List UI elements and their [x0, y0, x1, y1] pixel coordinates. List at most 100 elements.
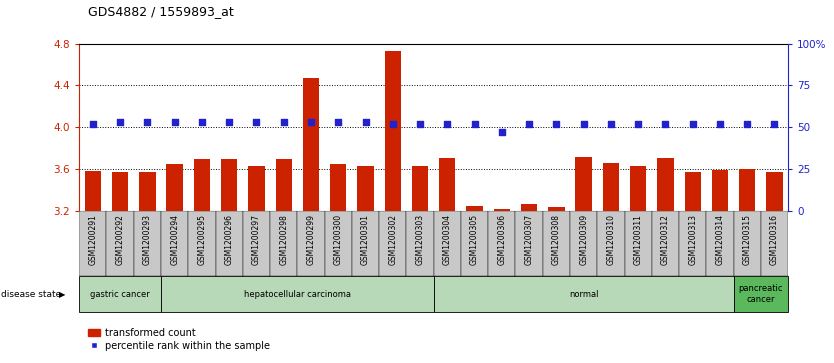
Point — [495, 129, 509, 135]
Bar — [434, 211, 461, 276]
Text: GSM1200313: GSM1200313 — [688, 214, 697, 265]
Bar — [161, 211, 188, 276]
Point — [522, 121, 535, 127]
Bar — [412, 166, 428, 211]
Bar — [406, 211, 434, 276]
Bar — [243, 44, 270, 211]
Point — [141, 119, 154, 125]
Point — [686, 121, 700, 127]
Text: GSM1200291: GSM1200291 — [88, 214, 98, 265]
Point — [577, 121, 590, 127]
Bar — [298, 211, 324, 276]
Text: GSM1200315: GSM1200315 — [743, 214, 751, 265]
Point — [168, 119, 181, 125]
Bar — [466, 206, 483, 211]
Bar — [79, 44, 107, 211]
Text: GSM1200296: GSM1200296 — [224, 214, 234, 265]
Bar — [488, 211, 515, 276]
Text: hepatocellular carcinoma: hepatocellular carcinoma — [244, 290, 351, 298]
Bar — [161, 44, 188, 211]
Text: normal: normal — [569, 290, 598, 298]
Text: pancreatic
cancer: pancreatic cancer — [739, 284, 783, 304]
Bar — [107, 44, 133, 211]
Bar — [352, 44, 379, 211]
Text: GSM1200297: GSM1200297 — [252, 214, 261, 265]
Bar — [515, 44, 543, 211]
Bar — [330, 164, 346, 211]
Bar — [570, 211, 597, 276]
Text: GSM1200292: GSM1200292 — [116, 214, 124, 265]
Text: GSM1200312: GSM1200312 — [661, 214, 670, 265]
Bar — [625, 211, 652, 276]
Text: GSM1200303: GSM1200303 — [415, 214, 425, 265]
Text: GSM1200311: GSM1200311 — [634, 214, 643, 265]
Bar — [706, 211, 734, 276]
Text: GSM1200316: GSM1200316 — [770, 214, 779, 265]
Text: GSM1200307: GSM1200307 — [525, 214, 534, 265]
Text: GSM1200308: GSM1200308 — [552, 214, 561, 265]
Bar — [352, 211, 379, 276]
Bar — [679, 211, 706, 276]
Text: GSM1200301: GSM1200301 — [361, 214, 370, 265]
Bar — [298, 44, 324, 211]
Point — [332, 119, 345, 125]
Bar — [303, 78, 319, 211]
Point — [304, 119, 318, 125]
Bar — [625, 44, 652, 211]
Text: GSM1200299: GSM1200299 — [306, 214, 315, 265]
Text: GSM1200302: GSM1200302 — [389, 214, 397, 265]
Bar — [133, 211, 161, 276]
Bar — [685, 172, 701, 211]
Bar — [652, 211, 679, 276]
Bar — [766, 172, 782, 211]
Legend: transformed count, percentile rank within the sample: transformed count, percentile rank withi… — [84, 324, 274, 355]
Bar — [324, 44, 352, 211]
Bar — [543, 44, 570, 211]
Bar — [85, 171, 101, 211]
Point — [768, 121, 781, 127]
Text: GSM1200293: GSM1200293 — [143, 214, 152, 265]
Point — [440, 121, 454, 127]
Bar — [488, 44, 515, 211]
Bar — [193, 159, 210, 211]
Bar — [112, 172, 128, 211]
Bar — [734, 211, 761, 276]
Bar — [188, 211, 215, 276]
Bar — [275, 159, 292, 211]
Bar — [575, 157, 592, 211]
Bar — [597, 44, 625, 211]
Bar — [324, 211, 352, 276]
Point — [195, 119, 208, 125]
Bar — [734, 44, 761, 211]
Bar — [270, 44, 298, 211]
Bar — [603, 163, 619, 211]
Bar — [167, 164, 183, 211]
Point — [277, 119, 290, 125]
Bar — [434, 44, 461, 211]
Bar — [543, 211, 570, 276]
Bar — [215, 211, 243, 276]
Bar — [761, 44, 788, 211]
Point — [550, 121, 563, 127]
Bar — [79, 211, 107, 276]
Bar — [761, 211, 788, 276]
Point — [631, 121, 645, 127]
Point — [659, 121, 672, 127]
Point — [604, 121, 617, 127]
Text: GSM1200306: GSM1200306 — [497, 214, 506, 265]
Text: GSM1200298: GSM1200298 — [279, 214, 289, 265]
Bar — [406, 44, 434, 211]
Point — [713, 121, 726, 127]
Bar — [657, 158, 674, 211]
Bar — [133, 44, 161, 211]
Bar — [139, 172, 156, 211]
Text: GSM1200300: GSM1200300 — [334, 214, 343, 265]
Text: gastric cancer: gastric cancer — [90, 290, 150, 298]
Text: GSM1200310: GSM1200310 — [606, 214, 615, 265]
Bar — [521, 204, 537, 211]
Text: disease state: disease state — [1, 290, 61, 298]
Text: GSM1200309: GSM1200309 — [579, 214, 588, 265]
Text: GSM1200294: GSM1200294 — [170, 214, 179, 265]
Bar — [711, 170, 728, 211]
Bar — [739, 169, 756, 211]
